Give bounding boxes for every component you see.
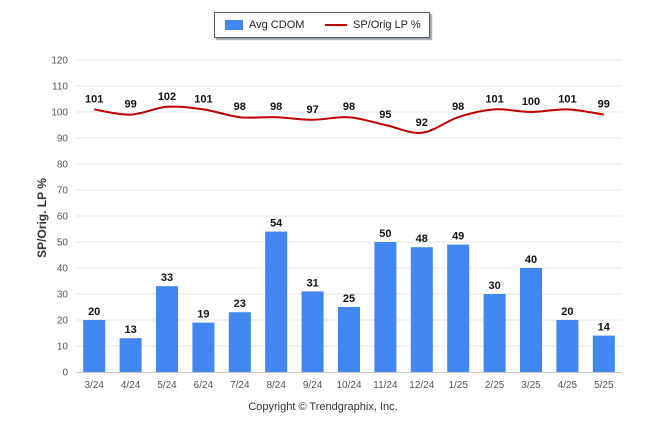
y-tick-label: 0 [62, 368, 68, 379]
bar-data-label: 23 [234, 298, 246, 310]
x-tick-label: 6/24 [194, 380, 214, 391]
y-tick-label: 120 [51, 56, 68, 67]
line-data-label: 98 [234, 101, 246, 113]
line-sp-orig-lp [94, 105, 604, 134]
bar-avg-cdom [592, 335, 615, 372]
bar-data-label: 20 [88, 306, 100, 318]
bar-avg-cdom [119, 338, 142, 372]
bar-avg-cdom [301, 291, 324, 372]
line-data-label: 97 [306, 104, 318, 116]
bar-data-label: 33 [161, 272, 173, 284]
bar-data-label: 14 [598, 322, 611, 334]
bar-avg-cdom [192, 322, 215, 372]
line-data-label: 99 [598, 99, 610, 111]
line-data-label: 101 [558, 93, 576, 105]
bar-avg-cdom [338, 307, 360, 372]
x-tick-label: 11/24 [373, 380, 398, 391]
line-data-label: 100 [522, 96, 540, 108]
bar-data-label: 20 [561, 306, 573, 318]
bar-avg-cdom [483, 294, 506, 372]
x-tick-label: 3/25 [521, 380, 541, 391]
bar-avg-cdom [520, 268, 542, 372]
line-data-label: 101 [194, 93, 212, 105]
bar-avg-cdom [228, 312, 251, 372]
legend-bar-swatch [225, 20, 243, 30]
y-tick-label: 70 [57, 186, 69, 197]
y-tick-label: 30 [57, 290, 69, 301]
line-data-label: 98 [270, 101, 282, 113]
legend-label-sp-orig-lp: SP/Orig LP % [353, 19, 421, 31]
legend-line-swatch [325, 24, 347, 26]
y-tick-label: 80 [57, 160, 69, 171]
x-tick-label: 9/24 [303, 380, 323, 391]
y-tick-label: 10 [57, 342, 69, 353]
y-tick-label: 100 [51, 108, 68, 119]
line-data-label: 101 [485, 93, 503, 105]
line-data-label: 101 [85, 93, 103, 105]
x-tick-label: 4/25 [558, 380, 578, 391]
copyright-notice: Copyright © Trendgraphix, Inc. [248, 401, 398, 413]
y-tick-label: 60 [57, 212, 69, 223]
y-tick-label: 20 [57, 316, 69, 327]
x-tick-label: 1/25 [448, 380, 468, 391]
bar-data-label: 13 [124, 324, 136, 336]
x-tick-label: 8/24 [266, 380, 286, 391]
x-tick-label: 5/25 [594, 380, 614, 391]
bar-data-label: 54 [270, 218, 283, 230]
bar-avg-cdom [447, 244, 470, 372]
bar-data-label: 19 [197, 309, 209, 321]
line-data-label: 102 [158, 91, 176, 103]
x-tick-label: 5/24 [157, 380, 177, 391]
line-data-label: 98 [343, 101, 355, 113]
line-data-label: 95 [379, 109, 391, 121]
bar-data-label: 48 [416, 233, 428, 245]
x-tick-label: 7/24 [230, 380, 250, 391]
bar-avg-cdom [265, 231, 288, 372]
bar-data-label: 49 [452, 231, 464, 243]
x-tick-label: 10/24 [336, 380, 361, 391]
x-tick-label: 2/25 [485, 380, 505, 391]
legend-label-avg-cdom: Avg CDOM [249, 19, 305, 31]
bar-data-label: 50 [379, 228, 391, 240]
bar-data-label: 25 [343, 293, 355, 305]
chart-legend: Avg CDOM SP/Orig LP % [214, 12, 430, 38]
bar-avg-cdom [83, 320, 106, 372]
bar-avg-cdom [156, 286, 178, 372]
bar-data-label: 31 [306, 277, 318, 289]
bar-data-label: 40 [525, 254, 537, 266]
x-tick-label: 12/24 [409, 380, 434, 391]
x-tick-label: 4/24 [121, 380, 141, 391]
bar-avg-cdom [556, 320, 579, 372]
y-tick-label: 50 [57, 238, 69, 249]
x-tick-label: 3/24 [84, 380, 104, 391]
y-tick-label: 110 [52, 82, 68, 93]
bar-data-label: 30 [488, 280, 500, 292]
line-data-label: 92 [416, 117, 428, 129]
line-data-label: 98 [452, 101, 464, 113]
bar-avg-cdom [374, 242, 397, 372]
bar-avg-cdom [410, 247, 433, 372]
line-data-label: 99 [124, 99, 136, 111]
y-tick-label: 90 [57, 134, 69, 145]
y-tick-label: 40 [57, 264, 69, 275]
